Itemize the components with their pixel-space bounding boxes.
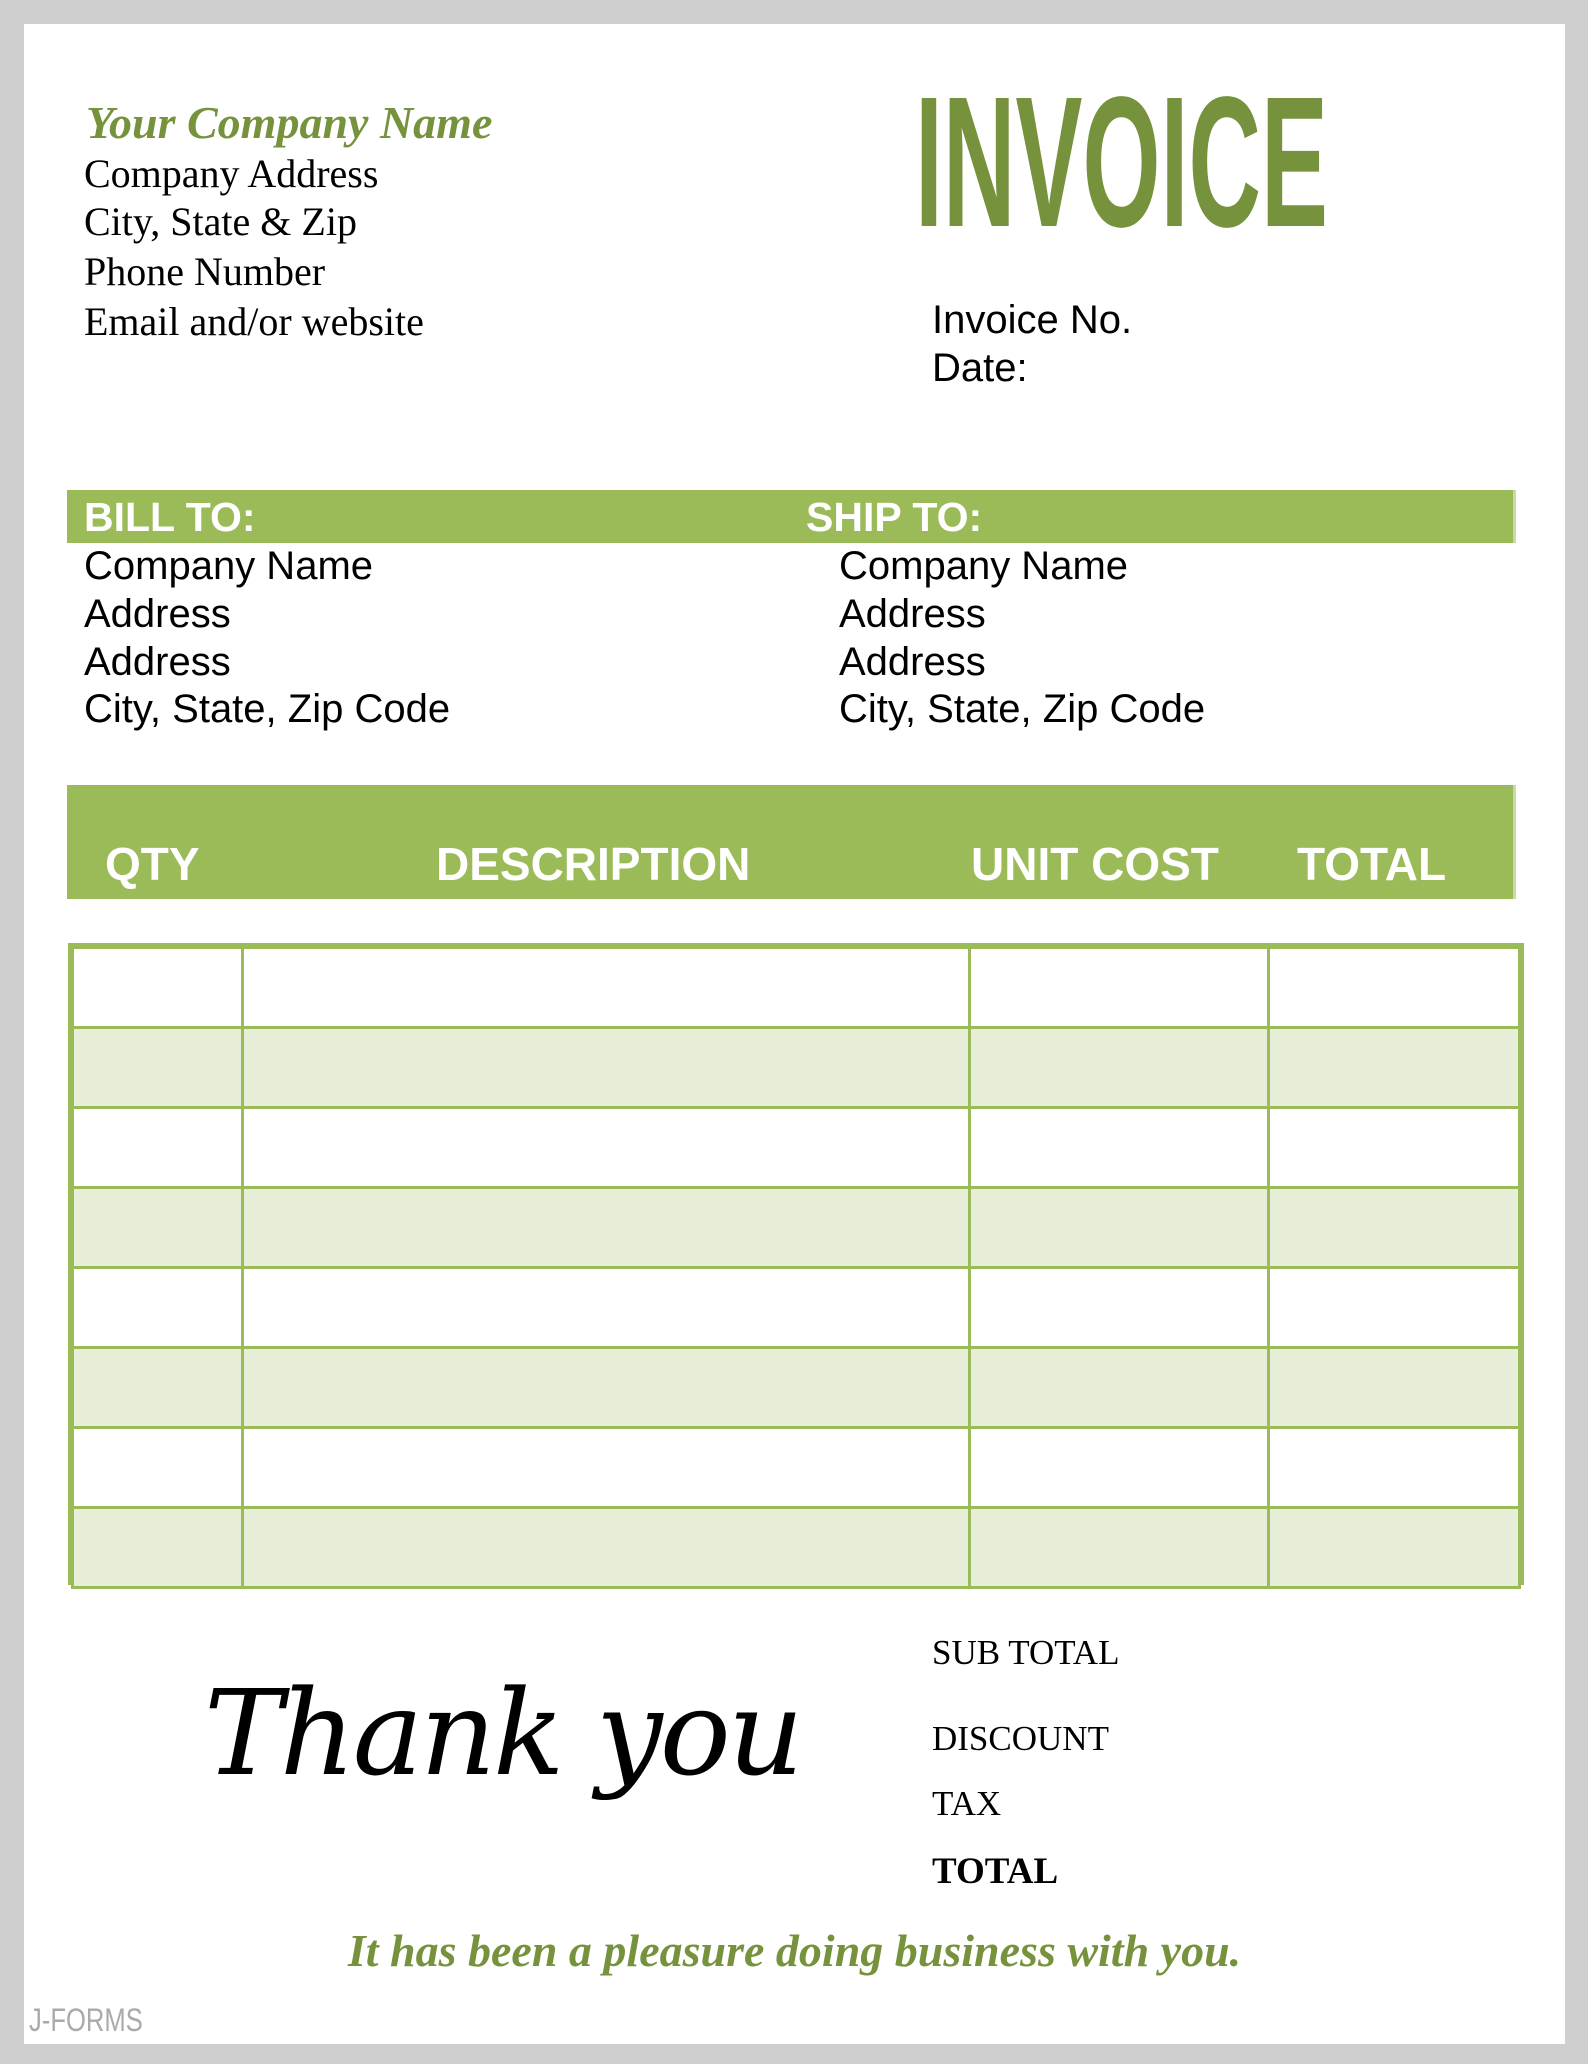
ship-to-company: Company Name bbox=[839, 544, 1129, 588]
ship-to-address-2: Address bbox=[839, 640, 986, 684]
cell-qty[interactable] bbox=[71, 1106, 244, 1189]
table-row bbox=[71, 1186, 1521, 1269]
column-unit-cost: UNIT COST bbox=[971, 838, 1219, 890]
cell-description[interactable] bbox=[241, 1026, 971, 1109]
company-phone: Phone Number bbox=[84, 249, 326, 294]
column-description: DESCRIPTION bbox=[436, 838, 751, 890]
cell-total[interactable] bbox=[1267, 1426, 1521, 1509]
cell-unit-cost[interactable] bbox=[968, 946, 1270, 1029]
cell-unit-cost[interactable] bbox=[968, 1106, 1270, 1189]
tax-label: TAX bbox=[932, 1784, 1002, 1823]
table-row bbox=[71, 1106, 1521, 1189]
cell-total[interactable] bbox=[1267, 1026, 1521, 1109]
bill-to-address-2: Address bbox=[84, 640, 231, 684]
cell-qty[interactable] bbox=[71, 1426, 244, 1509]
address-header-bar: BILL TO: SHIP TO: bbox=[67, 490, 1516, 543]
cell-unit-cost[interactable] bbox=[968, 1266, 1270, 1349]
table-row bbox=[71, 946, 1521, 1029]
cell-qty[interactable] bbox=[71, 1266, 244, 1349]
cell-description[interactable] bbox=[241, 1106, 971, 1189]
cell-qty[interactable] bbox=[71, 1506, 244, 1589]
cell-total[interactable] bbox=[1267, 1346, 1521, 1429]
cell-unit-cost[interactable] bbox=[968, 1026, 1270, 1109]
invoice-title: INVOICE bbox=[915, 90, 1328, 230]
ship-to-label: SHIP TO: bbox=[806, 494, 983, 540]
cell-description[interactable] bbox=[241, 1186, 971, 1269]
line-items-table bbox=[68, 943, 1524, 1589]
watermark: J-FORMS bbox=[29, 2002, 143, 2038]
cell-total[interactable] bbox=[1267, 1266, 1521, 1349]
table-row bbox=[71, 1426, 1521, 1509]
cell-unit-cost[interactable] bbox=[968, 1186, 1270, 1269]
date-label: Date: bbox=[932, 346, 1028, 390]
company-email: Email and/or website bbox=[84, 299, 424, 344]
cell-unit-cost[interactable] bbox=[968, 1426, 1270, 1509]
column-qty: QTY bbox=[105, 838, 200, 890]
column-total: TOTAL bbox=[1297, 838, 1447, 890]
cell-description[interactable] bbox=[241, 1426, 971, 1509]
invoice-title-text: INVOICE bbox=[915, 90, 1328, 230]
bill-to-label: BILL TO: bbox=[84, 494, 256, 540]
discount-label: DISCOUNT bbox=[932, 1719, 1109, 1758]
cell-total[interactable] bbox=[1267, 1506, 1521, 1589]
cell-description[interactable] bbox=[241, 1346, 971, 1429]
table-row bbox=[71, 1506, 1521, 1589]
total-label: TOTAL bbox=[932, 1851, 1059, 1892]
cell-description[interactable] bbox=[241, 1506, 971, 1589]
cell-qty[interactable] bbox=[71, 1186, 244, 1269]
bill-to-company: Company Name bbox=[84, 544, 374, 588]
cell-qty[interactable] bbox=[71, 1026, 244, 1109]
cell-description[interactable] bbox=[241, 946, 971, 1029]
cell-total[interactable] bbox=[1267, 1186, 1521, 1269]
table-row bbox=[71, 1026, 1521, 1109]
items-header-bar: QTY DESCRIPTION UNIT COST TOTAL bbox=[67, 785, 1516, 899]
thank-you-text: Thank you bbox=[204, 1664, 804, 1802]
company-name: Your Company Name bbox=[86, 97, 493, 148]
table-row bbox=[71, 1346, 1521, 1429]
cell-total[interactable] bbox=[1267, 946, 1521, 1029]
invoice-page: Your Company Name Company Address City, … bbox=[24, 24, 1565, 2044]
cell-qty[interactable] bbox=[71, 946, 244, 1029]
invoice-number-label: Invoice No. bbox=[932, 298, 1133, 342]
closing-message: It has been a pleasure doing business wi… bbox=[347, 1925, 1242, 1976]
cell-unit-cost[interactable] bbox=[968, 1506, 1270, 1589]
bill-to-city: City, State, Zip Code bbox=[84, 687, 451, 731]
ship-to-address-1: Address bbox=[839, 592, 986, 636]
cell-unit-cost[interactable] bbox=[968, 1346, 1270, 1429]
cell-qty[interactable] bbox=[71, 1346, 244, 1429]
company-city: City, State & Zip bbox=[84, 199, 357, 244]
cell-description[interactable] bbox=[241, 1266, 971, 1349]
ship-to-city: City, State, Zip Code bbox=[839, 687, 1206, 731]
subtotal-label: SUB TOTAL bbox=[932, 1633, 1120, 1672]
company-address: Company Address bbox=[84, 151, 379, 196]
table-row bbox=[71, 1266, 1521, 1349]
bill-to-address-1: Address bbox=[84, 592, 231, 636]
cell-total[interactable] bbox=[1267, 1106, 1521, 1189]
